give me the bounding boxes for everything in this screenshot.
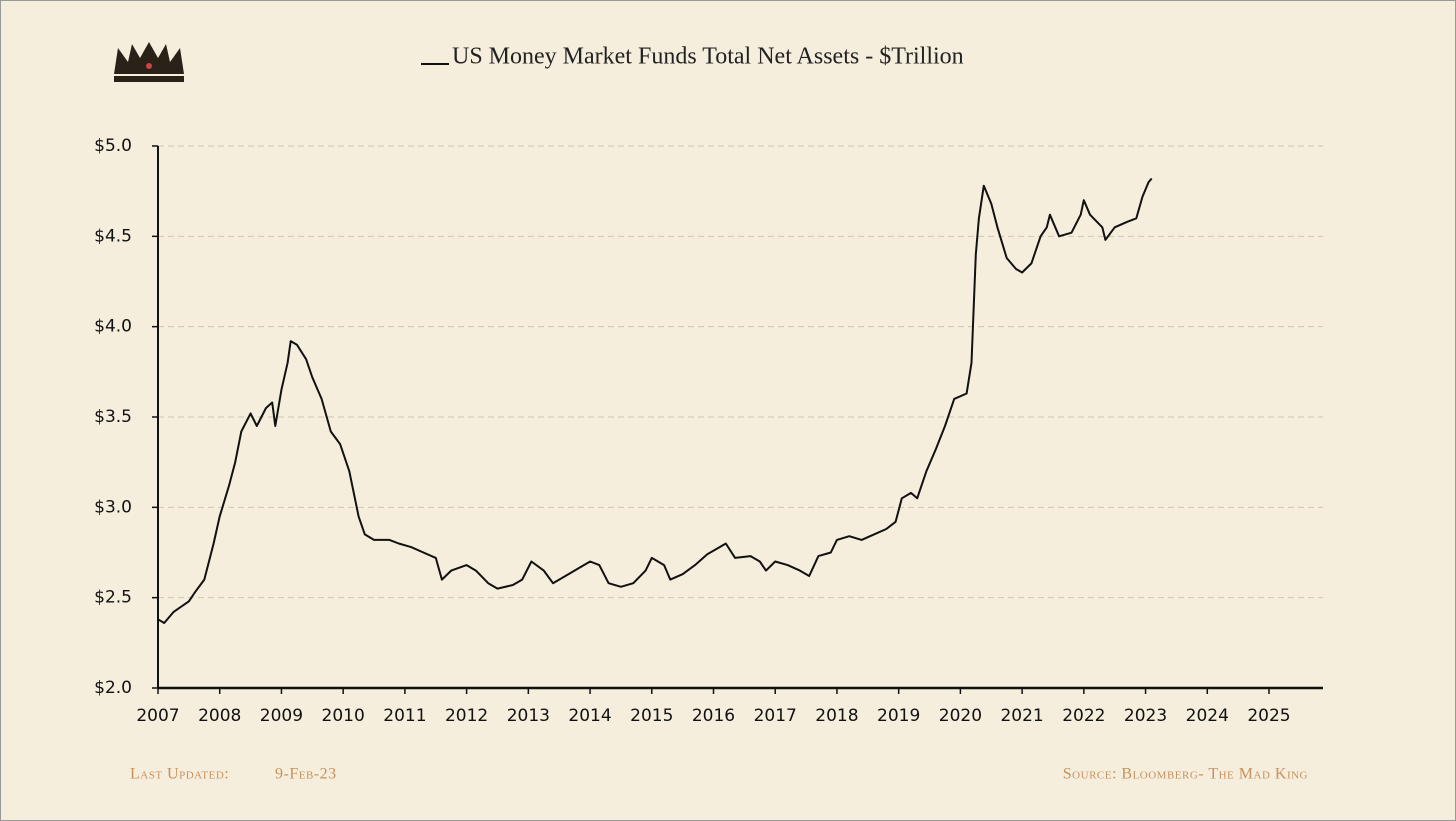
footer-label: Last Updated: (130, 766, 229, 783)
x-tick-label: 2024 (1186, 706, 1229, 726)
x-tick-label: 2012 (445, 706, 488, 726)
crown-logo (114, 42, 184, 82)
x-tick-label: 2023 (1124, 706, 1167, 726)
x-tick-label: 2014 (568, 706, 611, 726)
x-tick-label: 2019 (877, 706, 920, 726)
y-tick-label: $2.0 (94, 678, 132, 698)
x-tick-label: 2009 (260, 706, 303, 726)
footer-date: 9-Feb-23 (275, 766, 337, 783)
y-tick-label: $3.5 (94, 407, 132, 427)
x-tick-label: 2020 (939, 706, 982, 726)
y-tick-label: $3.0 (94, 497, 132, 517)
y-tick-label: $2.5 (94, 588, 132, 608)
footer-source: Source: Bloomberg- The Mad King (1063, 766, 1308, 783)
line-series (157, 177, 1153, 624)
x-tick-label: 2025 (1247, 706, 1290, 726)
y-tick-label: $5.0 (94, 136, 132, 156)
x-tick-label: 2018 (815, 706, 858, 726)
x-tick-label: 2007 (136, 706, 179, 726)
x-tick-label: 2021 (1000, 706, 1043, 726)
y-tick-label: $4.5 (94, 226, 132, 246)
x-tick-label: 2011 (383, 706, 426, 726)
legend-label: US Money Market Funds Total Net Assets -… (452, 44, 964, 70)
x-tick-label: 2016 (692, 706, 735, 726)
x-tick-label: 2010 (322, 706, 365, 726)
x-tick-label: 2015 (630, 706, 673, 726)
x-tick-label: 2008 (198, 706, 241, 726)
x-tick-label: 2017 (754, 706, 797, 726)
x-tick-label: 2013 (507, 706, 550, 726)
x-tick-label: 2022 (1062, 706, 1105, 726)
y-tick-label: $4.0 (94, 317, 132, 337)
